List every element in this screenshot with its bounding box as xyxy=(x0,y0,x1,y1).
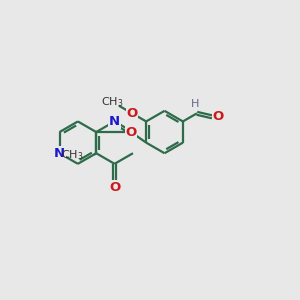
Text: O: O xyxy=(212,110,224,123)
Text: O: O xyxy=(127,107,138,120)
Text: CH$_3$: CH$_3$ xyxy=(101,95,124,109)
Text: CH$_3$: CH$_3$ xyxy=(61,148,84,162)
Text: O: O xyxy=(109,181,120,194)
Text: H: H xyxy=(191,99,200,109)
Text: O: O xyxy=(125,125,136,139)
Text: N: N xyxy=(109,115,120,128)
Text: N: N xyxy=(54,147,65,160)
